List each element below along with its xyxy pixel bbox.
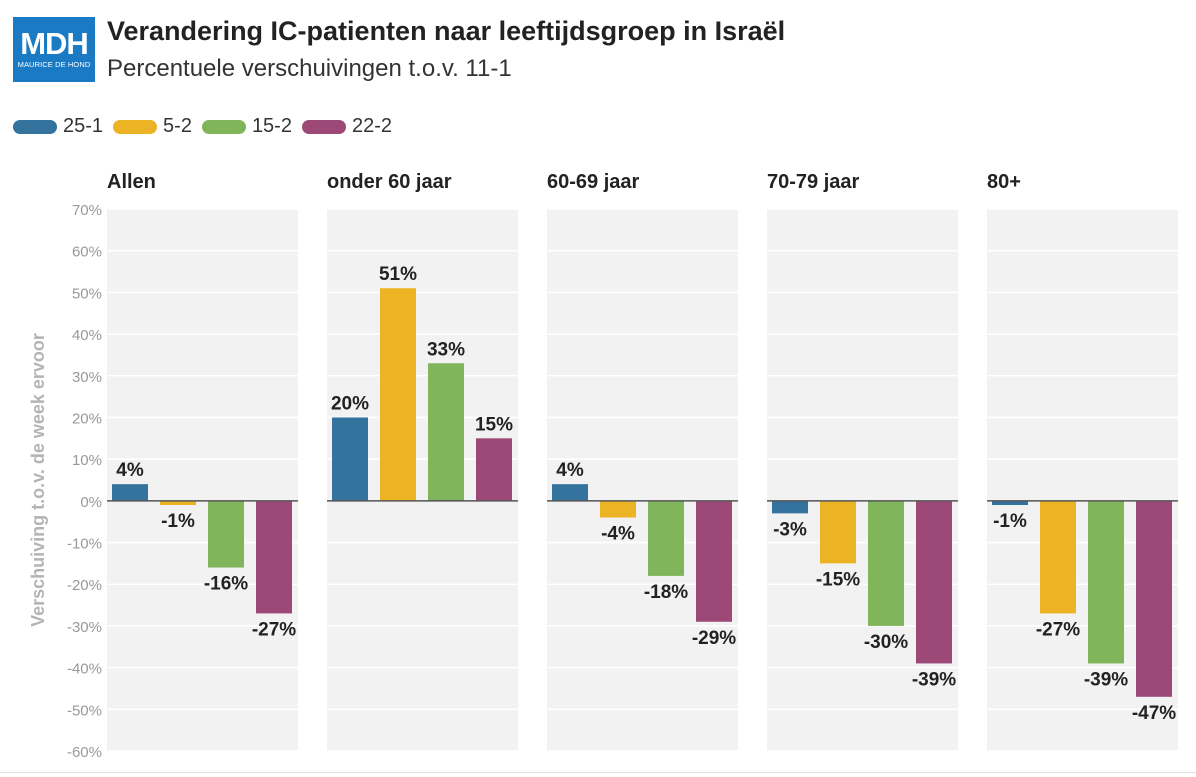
- legend-item-25-1: 25-1: [13, 115, 103, 138]
- legend-label-25-1: 25-1: [63, 115, 104, 137]
- y-tick-label: -60%: [67, 744, 102, 761]
- bar-80-25-1: [992, 500, 1028, 506]
- bar-onder-60-jaar-5-2: [380, 288, 416, 501]
- panel-title-60-69-jaar: 60-69 jaar: [547, 171, 640, 193]
- data-label-60-69-jaar-15-2: -18%: [644, 582, 688, 603]
- legend-item-15-2: 15-2: [201, 115, 292, 138]
- panel-title-70-79-jaar: 70-79 jaar: [767, 171, 860, 193]
- bar-70-79-jaar-15-2: [868, 500, 904, 626]
- y-tick-label: 30%: [72, 369, 102, 386]
- bar-60-69-jaar-5-2: [600, 500, 636, 518]
- data-label-60-69-jaar-25-1: 4%: [556, 460, 584, 481]
- y-tick-label: 0%: [80, 494, 102, 511]
- bar-80-15-2: [1088, 500, 1124, 664]
- y-tick-label: 10%: [72, 452, 102, 469]
- data-label-allen-5-2: -1%: [161, 511, 195, 532]
- y-tick-label: -20%: [67, 577, 102, 594]
- y-tick-label: -10%: [67, 536, 102, 553]
- data-label-80-15-2: -39%: [1084, 669, 1128, 690]
- data-label-onder-60-jaar-15-2: 33%: [427, 339, 465, 360]
- data-label-60-69-jaar-5-2: -4%: [601, 524, 635, 545]
- y-tick-label: -50%: [67, 702, 102, 719]
- data-label-allen-25-1: 4%: [116, 460, 144, 481]
- legend-label-22-2: 22-2: [351, 115, 392, 137]
- bar-80-5-2: [1040, 500, 1076, 614]
- legend-swatch-22-2: [301, 119, 346, 134]
- panel-background-allen: [107, 209, 298, 751]
- bar-allen-15-2: [208, 500, 244, 568]
- legend-label-5-2: 5-2: [163, 115, 192, 137]
- y-tick-label: -40%: [67, 661, 102, 678]
- logo-main-text: MDH: [20, 26, 89, 61]
- y-tick-label: 60%: [72, 244, 102, 261]
- mdh-logo: MDH MAURICE DE HOND: [13, 17, 95, 82]
- bar-onder-60-jaar-22-2: [476, 438, 512, 501]
- panel-title-allen: Allen: [107, 171, 156, 193]
- data-label-80-25-1: -1%: [993, 511, 1027, 532]
- logo-sub-text: MAURICE DE HOND: [17, 60, 91, 69]
- chart-subtitle: Percentuele verschuivingen t.o.v. 11-1: [107, 55, 512, 82]
- legend-swatch-25-1: [13, 119, 57, 134]
- y-tick-label: 70%: [72, 202, 102, 219]
- bar-onder-60-jaar-25-1: [332, 417, 368, 501]
- data-label-70-79-jaar-5-2: -15%: [816, 569, 860, 590]
- data-label-70-79-jaar-15-2: -30%: [864, 632, 908, 653]
- legend-swatch-15-2: [201, 119, 246, 134]
- panel-title-80: 80+: [987, 171, 1021, 193]
- data-label-onder-60-jaar-25-1: 20%: [331, 393, 369, 414]
- legend: 25-1 5-2 15-2 22-2: [13, 115, 392, 138]
- data-label-80-22-2: -47%: [1132, 703, 1176, 724]
- panel-title-onder-60-jaar: onder 60 jaar: [327, 171, 452, 193]
- bar-70-79-jaar-25-1: [772, 500, 808, 514]
- y-axis-title: Verschuiving t.o.v. de week ervoor: [28, 333, 48, 627]
- bar-allen-25-1: [112, 484, 148, 501]
- bar-60-69-jaar-25-1: [552, 484, 588, 501]
- legend-item-22-2: 22-2: [301, 115, 392, 138]
- legend-label-15-2: 15-2: [251, 115, 292, 137]
- bar-allen-5-2: [160, 500, 196, 506]
- bar-70-79-jaar-22-2: [916, 500, 952, 664]
- bar-allen-22-2: [256, 500, 292, 614]
- data-label-allen-22-2: -27%: [252, 619, 296, 640]
- data-label-onder-60-jaar-5-2: 51%: [379, 264, 417, 285]
- legend-swatch-5-2: [113, 119, 158, 134]
- bar-70-79-jaar-5-2: [820, 500, 856, 564]
- bottom-divider: [0, 772, 1196, 773]
- data-label-allen-15-2: -16%: [204, 574, 248, 595]
- chart-title: Verandering IC-patienten naar leeftijdsg…: [107, 16, 786, 46]
- data-label-70-79-jaar-25-1: -3%: [773, 519, 807, 540]
- y-tick-label: 50%: [72, 285, 102, 302]
- data-label-onder-60-jaar-22-2: 15%: [475, 414, 513, 435]
- y-tick-label: 20%: [72, 410, 102, 427]
- y-tick-label: -30%: [67, 619, 102, 636]
- bar-onder-60-jaar-15-2: [428, 363, 464, 501]
- legend-item-5-2: 5-2: [113, 115, 192, 138]
- panel-background-60-69-jaar: [547, 209, 738, 751]
- data-label-60-69-jaar-22-2: -29%: [692, 628, 736, 649]
- data-label-70-79-jaar-22-2: -39%: [912, 669, 956, 690]
- y-tick-label: 40%: [72, 327, 102, 344]
- bar-60-69-jaar-22-2: [696, 500, 732, 622]
- bar-60-69-jaar-15-2: [648, 500, 684, 576]
- bar-80-22-2: [1136, 500, 1172, 697]
- data-label-80-5-2: -27%: [1036, 619, 1080, 640]
